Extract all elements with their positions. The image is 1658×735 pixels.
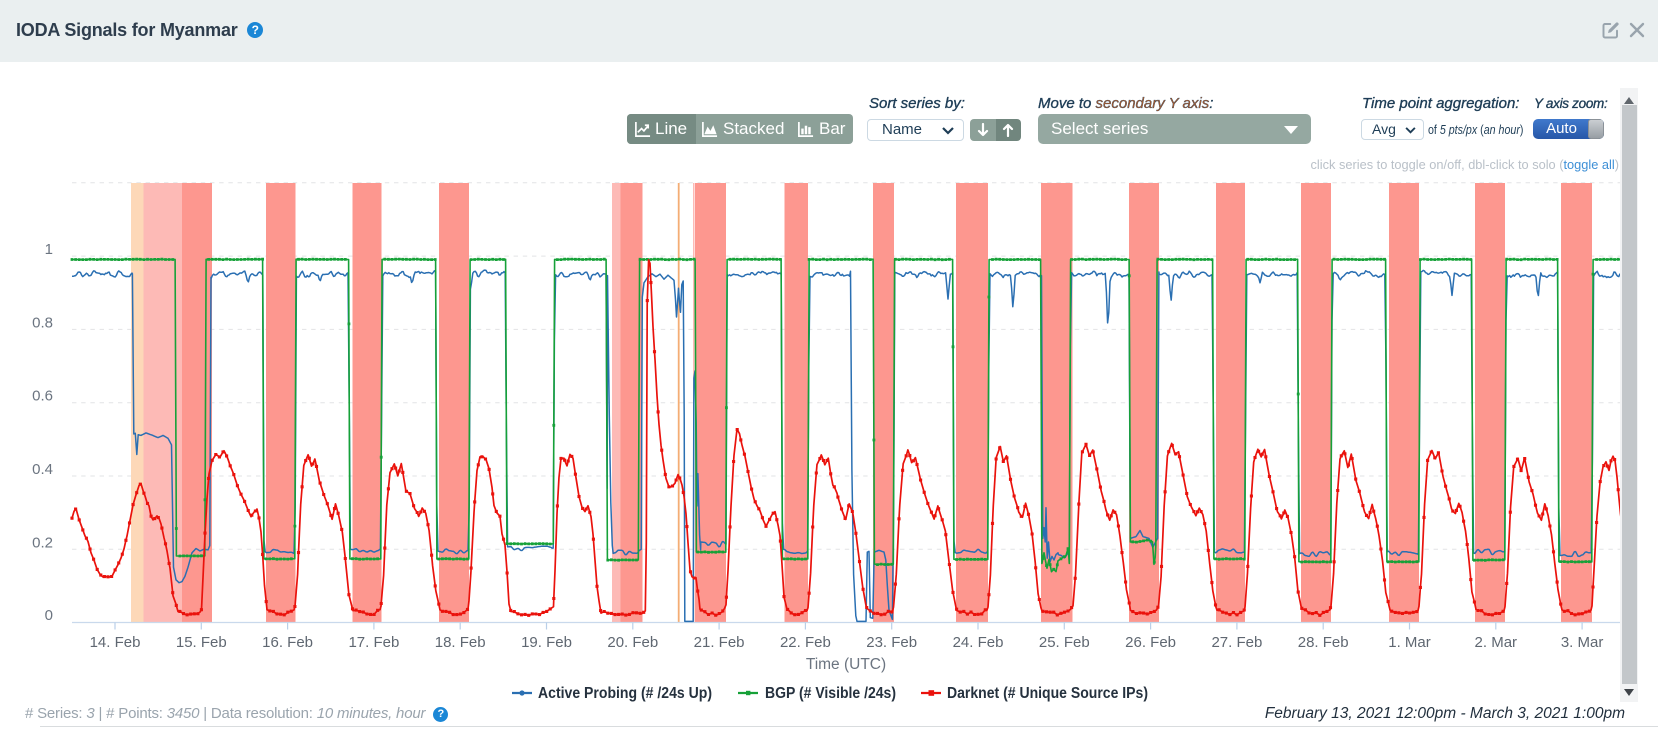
svg-text:BGP (# Visible /24s): BGP (# Visible /24s): [765, 685, 896, 702]
svg-text:2. Mar: 2. Mar: [1475, 634, 1518, 651]
svg-text:Active Probing (# /24s Up): Active Probing (# /24s Up): [538, 685, 712, 702]
svg-text:23. Feb: 23. Feb: [866, 634, 917, 651]
svg-text:1. Mar: 1. Mar: [1388, 634, 1431, 651]
svg-text:Time (UTC): Time (UTC): [806, 656, 886, 673]
svg-text:15. Feb: 15. Feb: [176, 634, 227, 651]
svg-text:1: 1: [45, 241, 53, 258]
svg-text:18. Feb: 18. Feb: [435, 634, 486, 651]
svg-text:28. Feb: 28. Feb: [1298, 634, 1349, 651]
svg-text:0.4: 0.4: [32, 461, 53, 478]
svg-text:17. Feb: 17. Feb: [348, 634, 399, 651]
svg-text:0.8: 0.8: [32, 314, 53, 331]
svg-text:14. Feb: 14. Feb: [90, 634, 141, 651]
svg-text:16. Feb: 16. Feb: [262, 634, 313, 651]
svg-text:22. Feb: 22. Feb: [780, 634, 831, 651]
svg-text:0.6: 0.6: [32, 388, 53, 405]
svg-text:Darknet (# Unique Source IPs): Darknet (# Unique Source IPs): [947, 685, 1148, 702]
svg-text:0: 0: [45, 607, 53, 624]
svg-text:26. Feb: 26. Feb: [1125, 634, 1176, 651]
svg-text:0.2: 0.2: [32, 534, 53, 551]
svg-text:21. Feb: 21. Feb: [694, 634, 745, 651]
svg-text:24. Feb: 24. Feb: [953, 634, 1004, 651]
svg-text:27. Feb: 27. Feb: [1211, 634, 1262, 651]
svg-text:20. Feb: 20. Feb: [607, 634, 658, 651]
svg-text:19. Feb: 19. Feb: [521, 634, 572, 651]
svg-text:3. Mar: 3. Mar: [1561, 634, 1604, 651]
svg-text:25. Feb: 25. Feb: [1039, 634, 1090, 651]
